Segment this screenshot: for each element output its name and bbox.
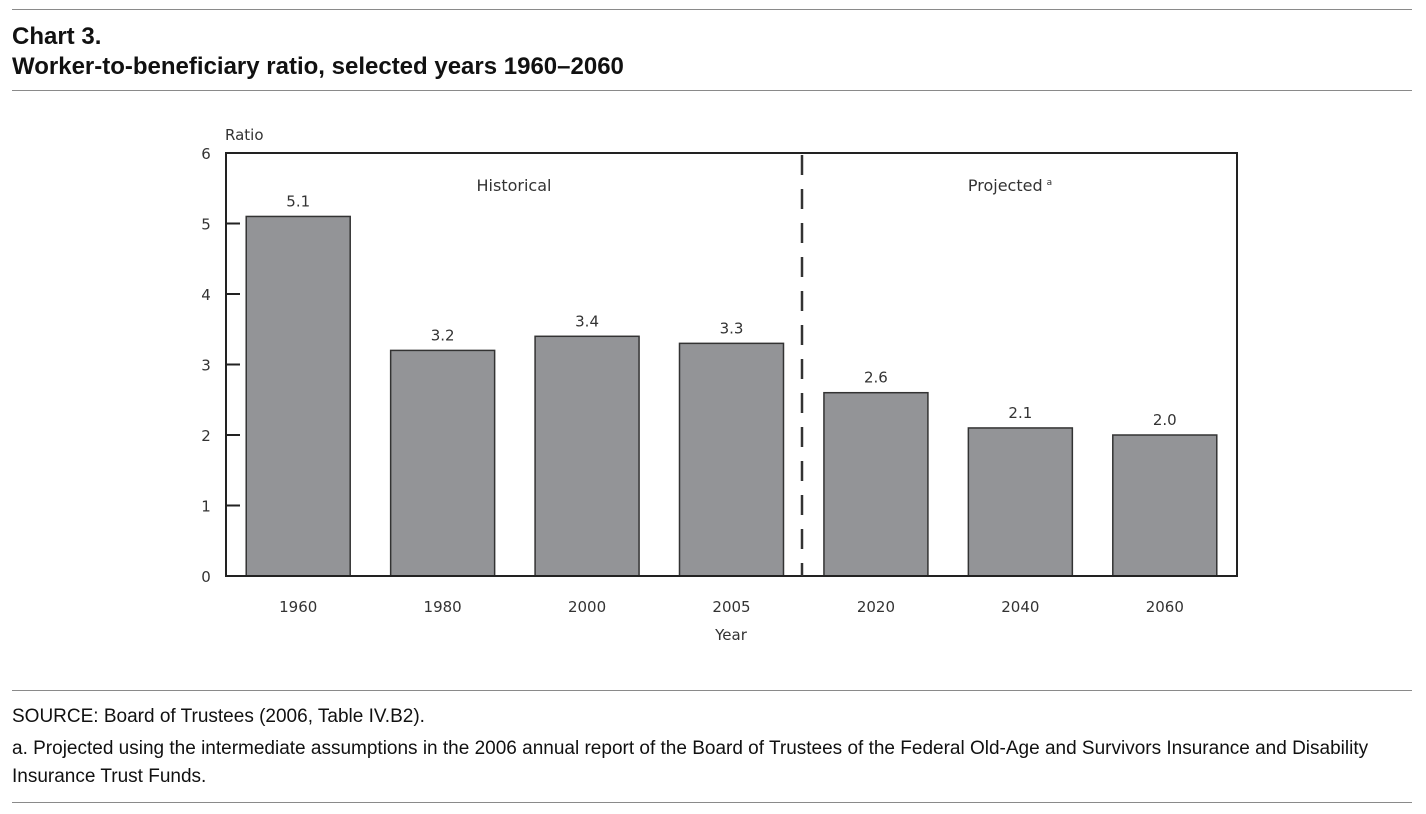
bottom-rule (12, 802, 1412, 803)
x-axis-title: Year (714, 626, 748, 644)
chart-label: Chart 3. (12, 23, 102, 50)
title-rule (12, 90, 1412, 91)
value-label-1960: 5.1 (286, 192, 310, 210)
value-label-2020: 2.6 (864, 369, 888, 387)
top-rule (12, 9, 1412, 10)
bar-2040 (967, 427, 1074, 577)
x-tick-label-2040: 2040 (1001, 598, 1039, 616)
footnote: a. Projected using the intermediate assu… (12, 738, 1369, 787)
bar-chart: Ratio 0 1 2 3 4 5 6 5.1 3.2 3.4 3.3 2.6 2.1 2.0 1960… (201, 126, 1238, 644)
notes-top-rule (12, 690, 1412, 691)
x-axis-tick-labels: 1960 1980 2000 2005 2020 2040 2060 (279, 598, 1184, 616)
source-note: SOURCE: Board of Trustees (2006, Table I… (12, 706, 425, 727)
value-label-2005: 3.3 (720, 319, 744, 337)
y-tick-label: 6 (201, 145, 211, 163)
value-label-2060: 2.0 (1153, 411, 1177, 429)
bars (245, 215, 1218, 577)
plot-frame (225, 152, 1238, 577)
value-label-2040: 2.1 (1008, 404, 1032, 422)
chart-title: Worker-to-beneficiary ratio, selected ye… (12, 53, 624, 80)
bar-2005 (678, 342, 785, 577)
title-block: Chart 3. Worker-to-beneficiary ratio, se… (12, 22, 624, 82)
y-tick-label: 4 (201, 286, 211, 304)
x-tick-label-2060: 2060 (1146, 598, 1184, 616)
bar-2020 (823, 391, 929, 577)
value-labels: 5.1 3.2 3.4 3.3 2.6 2.1 2.0 (286, 192, 1176, 429)
footnote-marker: a (1047, 178, 1053, 188)
y-axis-ticks: 0 1 2 3 4 5 6 (201, 145, 240, 586)
bar-2060 (1112, 434, 1218, 577)
bar-1980 (389, 349, 496, 577)
x-tick-label-2005: 2005 (712, 598, 750, 616)
y-tick-label: 0 (201, 568, 211, 586)
section-label-projected-text: Projected (968, 176, 1043, 195)
y-axis-title: Ratio (225, 126, 264, 144)
y-tick-label: 2 (201, 427, 211, 445)
y-tick-label: 1 (201, 498, 211, 516)
y-tick-label: 3 (201, 357, 211, 375)
x-tick-label-2020: 2020 (857, 598, 895, 616)
value-label-2000: 3.4 (575, 312, 599, 330)
x-tick-label-1960: 1960 (279, 598, 317, 616)
x-tick-label-2000: 2000 (568, 598, 606, 616)
section-label-historical: Historical (477, 176, 552, 195)
bar-2000 (534, 335, 640, 577)
value-label-1980: 3.2 (431, 326, 455, 344)
notes: SOURCE: Board of Trustees (2006, Table I… (12, 703, 1407, 791)
bar-1960 (245, 215, 351, 577)
section-label-projected: Projected a (968, 176, 1052, 195)
x-tick-label-1980: 1980 (424, 598, 462, 616)
y-tick-label: 5 (201, 216, 211, 234)
